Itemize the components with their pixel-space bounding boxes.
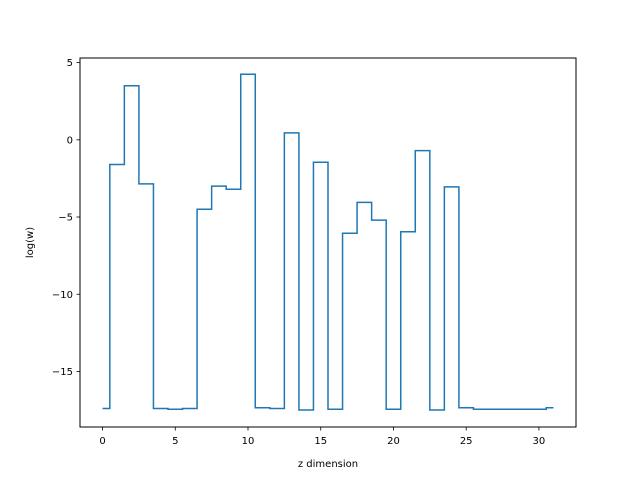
plot-area [102,73,554,411]
x-tick-label: 15 [314,436,327,447]
x-tick-label: 5 [172,436,178,447]
y-axis-ticks: 5 0 −5 −10 −15 [52,58,80,378]
y-tick-label: −5 [58,213,73,224]
x-tick-label: 25 [460,436,473,447]
x-axis-label: z dimension [298,459,358,470]
y-tick-label: −10 [52,290,73,301]
y-axis-label: log(w) [25,227,36,258]
x-tick-label: 0 [99,436,105,447]
y-tick-label: 0 [67,135,73,146]
series-line-0 [102,73,554,411]
y-tick-label: 5 [67,58,73,69]
x-tick-label: 30 [533,436,546,447]
y-tick-label: −15 [52,367,73,378]
axes-frame [79,57,577,428]
x-tick-label: 10 [242,436,255,447]
x-axis-ticks: 0 5 10 15 20 25 30 [99,427,545,447]
x-tick-label: 20 [387,436,400,447]
